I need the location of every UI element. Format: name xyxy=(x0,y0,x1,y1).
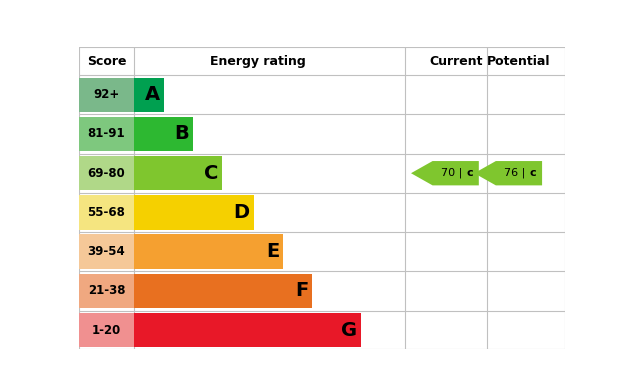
Text: 55-68: 55-68 xyxy=(87,206,126,219)
Text: G: G xyxy=(341,321,357,339)
Text: B: B xyxy=(174,125,189,143)
Text: 76 |: 76 | xyxy=(504,168,529,178)
Polygon shape xyxy=(134,78,164,112)
Polygon shape xyxy=(134,234,283,269)
Text: A: A xyxy=(144,85,160,104)
Polygon shape xyxy=(78,234,134,269)
Text: Energy rating: Energy rating xyxy=(210,54,306,67)
Polygon shape xyxy=(78,274,134,308)
Polygon shape xyxy=(134,274,312,308)
Polygon shape xyxy=(474,161,542,185)
Text: c: c xyxy=(529,168,536,178)
Text: 69-80: 69-80 xyxy=(88,167,126,180)
Text: c: c xyxy=(466,168,473,178)
Text: 21-38: 21-38 xyxy=(88,285,125,298)
Text: C: C xyxy=(204,164,218,183)
Text: Potential: Potential xyxy=(487,54,551,67)
Text: 39-54: 39-54 xyxy=(88,245,126,258)
Polygon shape xyxy=(134,156,222,191)
Polygon shape xyxy=(134,313,360,347)
Polygon shape xyxy=(78,117,134,151)
Polygon shape xyxy=(134,117,193,151)
Text: D: D xyxy=(234,203,250,222)
Text: 92+: 92+ xyxy=(94,88,119,101)
Polygon shape xyxy=(78,78,134,112)
Text: F: F xyxy=(295,281,308,300)
Text: Score: Score xyxy=(87,54,126,67)
Text: 1-20: 1-20 xyxy=(92,324,121,337)
Text: Current: Current xyxy=(429,54,482,67)
Polygon shape xyxy=(134,195,254,230)
Polygon shape xyxy=(78,313,134,347)
Text: 81-91: 81-91 xyxy=(88,127,126,140)
Polygon shape xyxy=(411,161,479,185)
Text: E: E xyxy=(266,242,279,261)
Text: 70 |: 70 | xyxy=(441,168,465,178)
Polygon shape xyxy=(78,195,134,230)
Polygon shape xyxy=(78,156,134,191)
